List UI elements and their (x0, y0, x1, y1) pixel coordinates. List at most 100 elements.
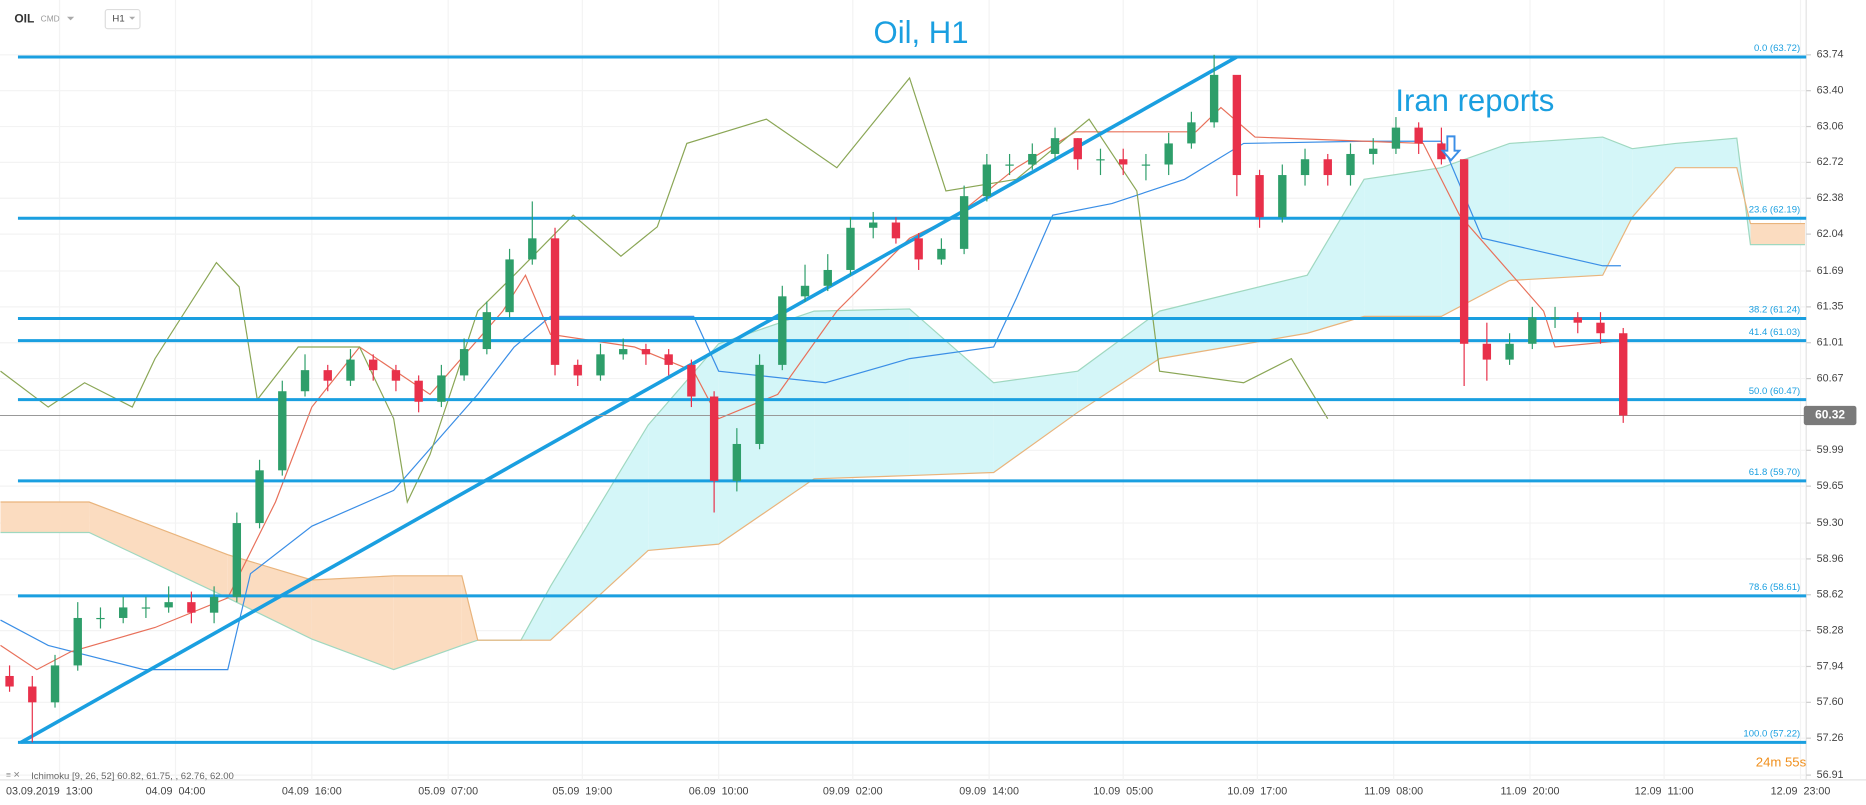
candle-body (1187, 122, 1196, 144)
candle-body (1323, 159, 1332, 176)
x-tick-label: 12.09 11:00 (1635, 786, 1694, 798)
y-tick-label: 56.91 (1817, 769, 1844, 781)
cloud-segment (550, 424, 649, 641)
candle-body (1482, 343, 1492, 360)
y-tick-label: 63.74 (1817, 49, 1844, 61)
x-tick-label: 04.09 16:00 (282, 786, 342, 798)
candle-body (232, 523, 242, 597)
candle-body (278, 391, 287, 471)
candle-body (1278, 175, 1287, 218)
candle-body (482, 312, 492, 350)
candle-body (709, 396, 719, 481)
y-tick-label: 61.35 (1817, 301, 1844, 313)
cloud-segment (1077, 311, 1160, 413)
candle-body (1164, 143, 1173, 165)
x-tick-label: 10.09 05:00 (1093, 786, 1153, 798)
indicator-line (0, 106, 1621, 671)
candle-body (1300, 159, 1310, 176)
annotation-arrow (1440, 135, 1462, 162)
timeframe-box[interactable] (104, 8, 141, 30)
y-tick-label: 57.94 (1817, 660, 1844, 672)
y-tick-label: 61.69 (1817, 265, 1844, 277)
cloud-segment (1750, 223, 1806, 245)
candle-body (1528, 317, 1537, 344)
indicator-line (0, 76, 1329, 504)
cloud-segment (648, 343, 719, 551)
candle-body (1391, 127, 1401, 149)
y-tick-label: 59.99 (1817, 444, 1844, 456)
cloud-segment (1602, 137, 1633, 276)
candle-body (1505, 343, 1514, 360)
cloud-segment (993, 371, 1078, 473)
candle-body (846, 227, 855, 270)
candle-body (823, 269, 832, 286)
y-tick-label: 61.01 (1817, 337, 1844, 349)
candle-body (300, 370, 310, 392)
market[interactable]: CMD (41, 13, 60, 23)
y-tick-label: 57.26 (1817, 732, 1844, 744)
cloud-segment (0, 501, 90, 533)
cloud-segment (909, 308, 994, 476)
candle-body (369, 359, 378, 371)
candle-body (528, 238, 537, 260)
candle-body (391, 370, 401, 381)
candle-body (1028, 153, 1037, 165)
y-tick-label: 57.60 (1817, 696, 1844, 708)
last-price-box (1803, 405, 1857, 426)
cloud-segment (718, 311, 815, 545)
fib-label: 41.4 (61.03) (1749, 327, 1800, 338)
cloud-segment (1159, 275, 1308, 359)
candle-body (641, 349, 651, 355)
candle-body (1005, 164, 1014, 166)
candles (5, 54, 1628, 743)
cloud-segment (814, 308, 910, 479)
y-tick-label: 63.06 (1817, 120, 1844, 132)
candle-body (937, 248, 946, 260)
fib-label: 38.2 (61.24) (1749, 305, 1800, 316)
cloud-edge (0, 167, 1805, 641)
x-tick-label: 10.09 17:00 (1227, 786, 1287, 798)
y-tick-label: 58.96 (1817, 553, 1844, 565)
y-tick-label: 62.38 (1817, 192, 1844, 204)
candle-body (869, 222, 878, 228)
candle-body (209, 596, 219, 613)
candle-body (505, 259, 514, 313)
indicator-icons[interactable]: ≡ ✕ (6, 769, 20, 779)
candle-body (1209, 74, 1219, 123)
x-tick-label: 06.09 10:00 (689, 786, 749, 798)
cloud-edge (0, 136, 1805, 671)
candle-body (141, 607, 151, 609)
last-price-label: 60.32 (1815, 408, 1845, 422)
candle-body (5, 675, 14, 687)
candle-body (323, 370, 332, 381)
dropdown-arrow[interactable] (66, 16, 75, 21)
candle-body (982, 164, 992, 197)
x-tick-label: 03.09.2019 13:00 (6, 786, 93, 798)
fib-label: 100.0 (57.22) (1743, 729, 1800, 740)
candle-body (73, 617, 82, 666)
labels: OIL CMD H1 Oil, H1 Iran reports ≡ ✕ Ichi… (6, 8, 1857, 798)
timeframe[interactable]: H1 (112, 14, 124, 25)
cloud (0, 136, 1806, 671)
candle-body (755, 364, 764, 444)
candle-body (1369, 148, 1378, 154)
x-tick-label: 09.09 02:00 (823, 786, 883, 798)
candle-body (891, 222, 901, 239)
dropdown-arrow[interactable] (129, 16, 136, 20)
candle-body (619, 349, 628, 355)
y-tick-label: 58.62 (1817, 589, 1844, 601)
x-tick-label: 11.09 08:00 (1364, 786, 1423, 798)
candle-body (119, 607, 128, 618)
y-tick-label: 62.72 (1817, 156, 1844, 168)
symbol: OIL (14, 11, 34, 25)
candle-body (687, 364, 696, 397)
candle-body (1096, 159, 1105, 161)
y-tick-label: 62.04 (1817, 228, 1844, 240)
y-tick-label: 58.28 (1817, 624, 1844, 636)
indicator-label: Ichimoku [9, 26, 52] 60.82, 61.75, , 62.… (31, 771, 234, 782)
chart-title: Oil, H1 (874, 15, 969, 50)
candle-body (437, 375, 446, 402)
candle-body (596, 354, 605, 376)
candle-body (346, 359, 355, 381)
fib-levels: 0.0 (63.72) 23.6 (62.19) 38.2 (61.24) 41.4 … (0, 43, 1807, 745)
